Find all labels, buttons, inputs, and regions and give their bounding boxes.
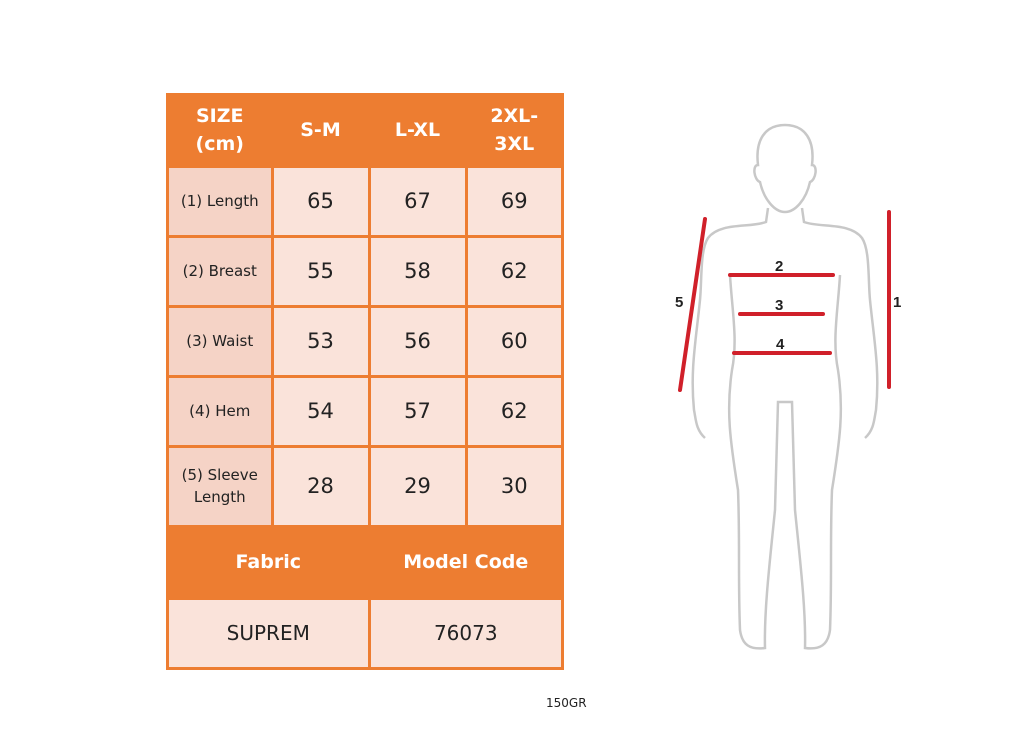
fabric-weight-caption: 150GR <box>546 696 587 710</box>
label-2: 2 <box>775 258 783 275</box>
row-label: (1) Length <box>169 167 271 235</box>
body-measurement-figure: 1 2 3 4 5 <box>660 110 920 674</box>
model-code-header: Model Code <box>403 551 529 573</box>
value-cell: 53 <box>273 307 368 375</box>
header-cell: 2XL-3XL <box>490 105 539 156</box>
header-cell: L-XL <box>394 119 441 142</box>
value-cell: 65 <box>273 167 368 235</box>
value-cell: 69 <box>467 167 561 235</box>
size-chart-table: SIZE (cm) S-M L-XL 2XL-3XL (1) Length 65 67 69 (… <box>166 93 564 670</box>
model-code-value: 76073 <box>370 599 561 667</box>
value-cell: 55 <box>273 237 368 305</box>
row-label: (4) Hem <box>169 377 271 445</box>
body-outline <box>691 123 879 650</box>
row-label: (5) Sleeve Length <box>169 447 271 525</box>
value-cell: 29 <box>370 447 465 525</box>
measurement-lines <box>678 210 891 392</box>
label-1: 1 <box>893 294 901 311</box>
value-cell: 67 <box>370 167 465 235</box>
row-label: (2) Breast <box>169 237 271 305</box>
value-cell: 62 <box>467 377 561 445</box>
label-4: 4 <box>776 336 785 353</box>
value-cell: 57 <box>370 377 465 445</box>
fabric-value: SUPREM <box>169 599 368 667</box>
label-3: 3 <box>775 297 783 314</box>
value-cell: 30 <box>467 447 561 525</box>
value-cell: 28 <box>273 447 368 525</box>
value-cell: 56 <box>370 307 465 375</box>
sleeve-line <box>678 217 707 392</box>
header-cell: S-M <box>300 119 341 142</box>
value-cell: 62 <box>467 237 561 305</box>
row-label: (3) Waist <box>169 307 271 375</box>
value-cell: 54 <box>273 377 368 445</box>
value-cell: 58 <box>370 237 465 305</box>
value-cell: 60 <box>467 307 561 375</box>
header-cell: SIZE (cm) <box>195 105 244 156</box>
label-5: 5 <box>675 294 683 311</box>
fabric-header: Fabric <box>235 551 301 573</box>
